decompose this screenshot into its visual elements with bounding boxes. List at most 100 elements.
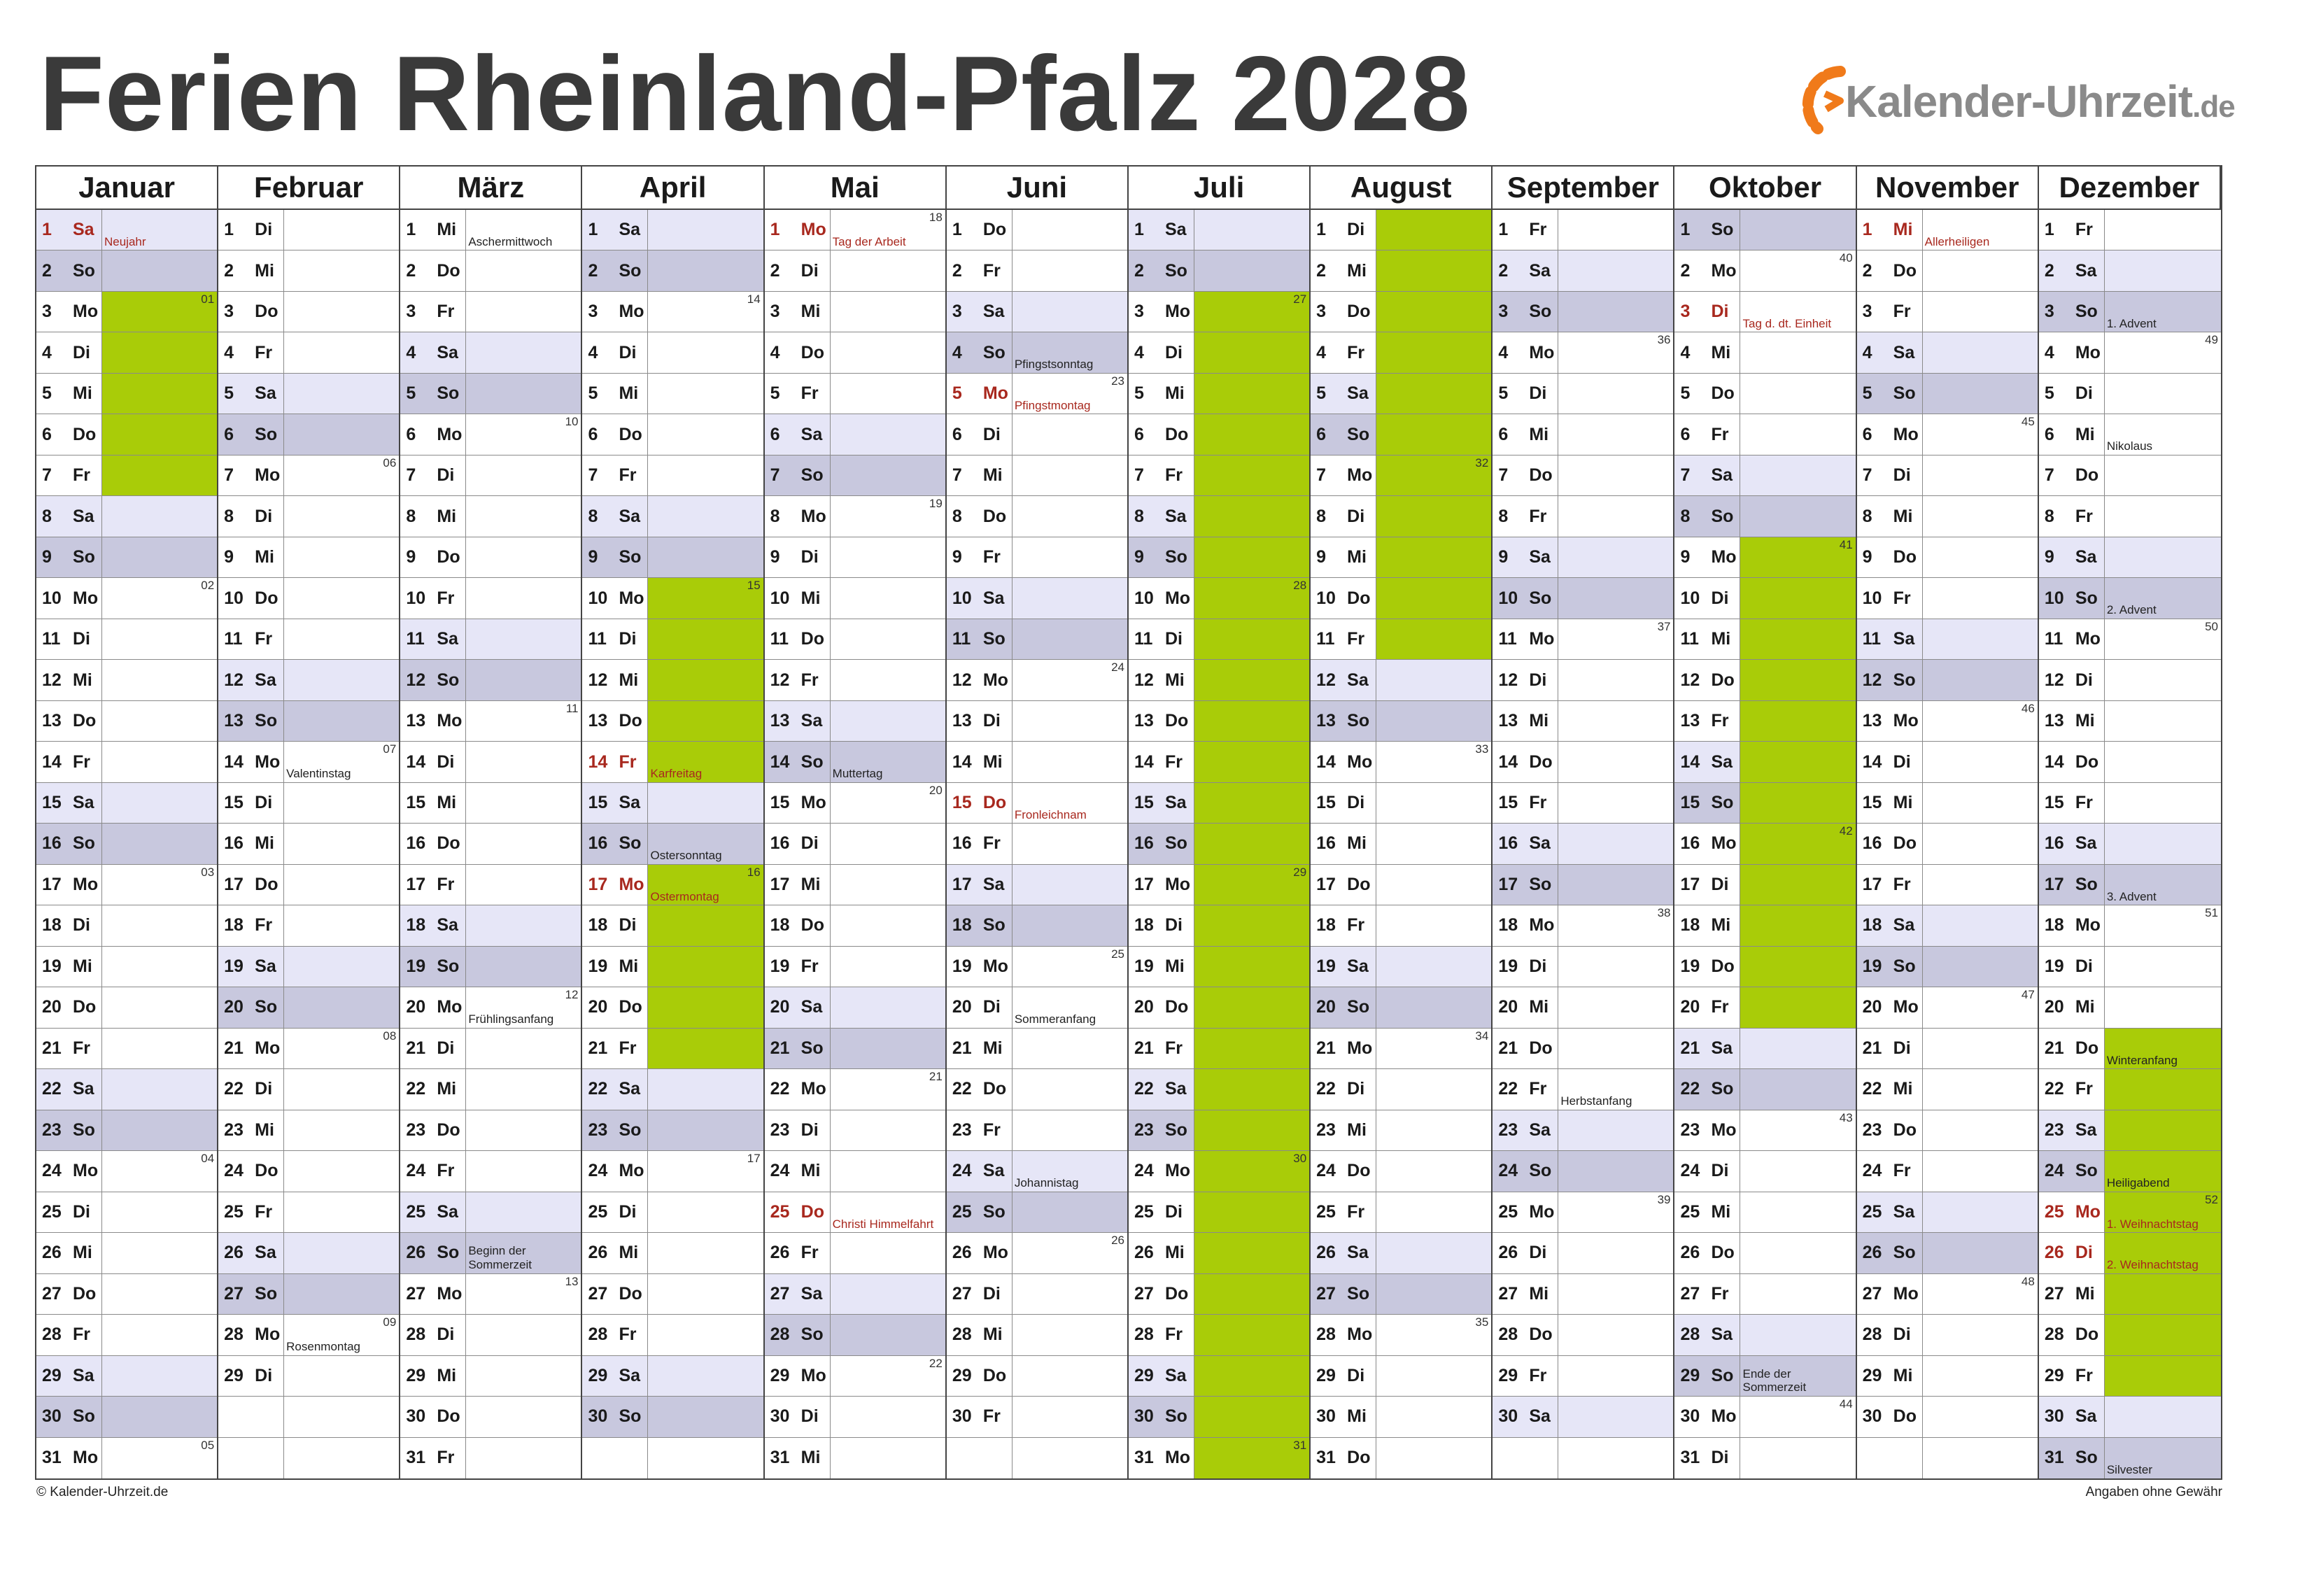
day-row[interactable]: 13 Mo 46	[1856, 700, 2038, 742]
day-row[interactable]: 27 Di	[946, 1273, 1127, 1315]
day-row[interactable]: 31 Di	[1674, 1437, 1855, 1478]
day-row[interactable]: 28 Sa	[1674, 1315, 1856, 1356]
day-row[interactable]: 27 Sa	[764, 1273, 945, 1315]
day-row[interactable]: 24 Mo 17	[582, 1151, 763, 1192]
day-row[interactable]: 6 Di	[946, 414, 1127, 456]
day-row[interactable]: 8 Di	[1311, 496, 1492, 537]
day-row[interactable]: 2 Sa	[1493, 250, 1674, 292]
day-row[interactable]: 25 Mo 1. Weihnachtstag 52	[2038, 1192, 2221, 1234]
day-row[interactable]: 17 So 3. Advent	[2038, 864, 2221, 906]
day-row[interactable]: 23 Mo 43	[1674, 1110, 1856, 1152]
day-row[interactable]: 6 So	[1311, 414, 1492, 456]
day-row[interactable]: 20 Di Sommeranfang	[946, 987, 1127, 1029]
day-row[interactable]: 14 Di	[400, 742, 581, 783]
day-row[interactable]: 20 So	[218, 987, 400, 1029]
day-row[interactable]: 19 Mi	[1128, 946, 1310, 988]
day-row[interactable]: 15 Do Fronleichnam	[946, 782, 1127, 824]
day-row[interactable]: 5 Sa	[1311, 373, 1492, 415]
day-row[interactable]: 14 So Muttertag	[764, 742, 945, 783]
day-row[interactable]: 10 Do	[218, 578, 400, 619]
day-row[interactable]: 3 Di Tag d. dt. Einheit	[1674, 291, 1856, 333]
day-row[interactable]: 16 Mo 42	[1674, 824, 1856, 865]
day-row[interactable]: 4 So Pfingstsonntag	[946, 332, 1127, 374]
day-row[interactable]: 14 Mi	[946, 742, 1127, 783]
day-row[interactable]: 9 Di	[764, 537, 945, 579]
day-row[interactable]: 13 Mi	[1493, 700, 1674, 742]
day-row[interactable]: 9 So	[36, 537, 218, 579]
day-row[interactable]: 18 Sa	[1856, 905, 2038, 947]
day-row[interactable]: 14 Mo 33	[1311, 742, 1492, 783]
day-row[interactable]: 3 Mo 14	[582, 291, 763, 333]
day-row[interactable]: 2 So	[582, 250, 763, 292]
day-row[interactable]: 3 Do	[1311, 291, 1492, 333]
day-row[interactable]: 25 Fr	[218, 1192, 400, 1234]
day-row[interactable]: 18 Di	[36, 905, 218, 947]
day-row[interactable]: 15 Mo 20	[764, 782, 945, 824]
day-row[interactable]: 17 Di	[1674, 864, 1856, 906]
day-row[interactable]: 13 Do	[582, 700, 763, 742]
day-row[interactable]: 5 Mo Pfingstmontag 23	[946, 373, 1127, 415]
day-row[interactable]: 9 So	[582, 537, 763, 579]
day-row[interactable]: 22 Sa	[36, 1069, 218, 1110]
day-row[interactable]: 3 Do	[218, 291, 400, 333]
day-row[interactable]: 29 Do	[946, 1355, 1127, 1397]
day-row[interactable]: 10 Di	[1674, 578, 1856, 619]
day-row[interactable]: 13 Do	[36, 700, 218, 742]
day-row[interactable]: 22 Mi	[1856, 1069, 2038, 1110]
day-row[interactable]: 22 Do	[946, 1069, 1127, 1110]
day-row[interactable]: 20 Sa	[764, 987, 945, 1029]
day-row[interactable]: 26 Sa	[218, 1233, 400, 1274]
day-row[interactable]: 3 Fr	[400, 291, 581, 333]
day-row[interactable]: 8 Sa	[582, 496, 763, 537]
day-row[interactable]: 19 Mo 25	[946, 946, 1127, 988]
day-row[interactable]: 8 Mo 19	[764, 496, 945, 537]
day-row[interactable]: 1 Di	[218, 210, 400, 251]
day-row[interactable]: 30 Mo 44	[1674, 1397, 1856, 1438]
day-row[interactable]: 10 Mo 28	[1128, 578, 1310, 619]
day-row[interactable]: 24 Mi	[764, 1151, 945, 1192]
day-row[interactable]: 6 Do	[36, 414, 218, 456]
day-row[interactable]: 1 Sa Neujahr	[36, 210, 218, 251]
day-row[interactable]: 5 Mi	[582, 373, 763, 415]
day-row[interactable]: 3 So	[1493, 291, 1674, 333]
day-row[interactable]: 16 So	[36, 824, 218, 865]
day-row[interactable]: 19 Mi	[582, 946, 763, 988]
day-row[interactable]: 10 Do	[1311, 578, 1492, 619]
day-row[interactable]: 16 Fr	[946, 824, 1127, 865]
day-row[interactable]: 11 Di	[582, 619, 763, 661]
day-row[interactable]: 13 Sa	[764, 700, 945, 742]
day-row[interactable]: 23 So	[1128, 1110, 1310, 1152]
day-row[interactable]: 10 Sa	[946, 578, 1127, 619]
day-row[interactable]: 29 Sa	[1128, 1355, 1310, 1397]
day-row[interactable]: 12 Mi	[1128, 660, 1310, 701]
day-row[interactable]: 2 So	[36, 250, 218, 292]
day-row[interactable]: 20 Mi	[1493, 987, 1674, 1029]
day-row[interactable]: 3 Fr	[1856, 291, 2038, 333]
day-row[interactable]: 8 Fr	[2038, 496, 2221, 537]
day-row[interactable]: 4 Mo 36	[1493, 332, 1674, 374]
day-row[interactable]: 15 Mi	[1856, 782, 2038, 824]
day-row[interactable]: 24 So Heiligabend	[2038, 1151, 2221, 1192]
day-row[interactable]: 26 Fr	[764, 1233, 945, 1274]
day-row[interactable]: 21 Mo 34	[1311, 1028, 1492, 1070]
day-row[interactable]: 1 Fr	[2038, 210, 2221, 251]
day-row[interactable]: 20 Do	[582, 987, 763, 1029]
day-row[interactable]: 1 So	[1674, 210, 1856, 251]
day-row[interactable]: 19 Sa	[1311, 946, 1492, 988]
day-row[interactable]: 26 So	[1856, 1233, 2038, 1274]
day-row[interactable]: 29 Fr	[1493, 1355, 1674, 1397]
day-row[interactable]: 13 Mi	[2038, 700, 2221, 742]
day-row[interactable]: 9 Sa	[1493, 537, 1674, 579]
day-row[interactable]: 30 Sa	[2038, 1397, 2221, 1438]
day-row[interactable]: 20 Do	[36, 987, 218, 1029]
day-row[interactable]: 14 Fr	[1128, 742, 1310, 783]
day-row[interactable]: 5 Sa	[218, 373, 400, 415]
day-row[interactable]: 8 Mi	[400, 496, 581, 537]
day-row[interactable]: 8 Di	[218, 496, 400, 537]
day-row[interactable]: 7 Do	[2038, 455, 2221, 497]
day-row[interactable]: 6 Mo 10	[400, 414, 581, 456]
day-row[interactable]: 28 Di	[1856, 1315, 2038, 1356]
day-row[interactable]: 9 Mi	[1311, 537, 1492, 579]
day-row[interactable]: 4 Sa	[1856, 332, 2038, 374]
day-row[interactable]: 31 Mo 05	[36, 1437, 217, 1478]
